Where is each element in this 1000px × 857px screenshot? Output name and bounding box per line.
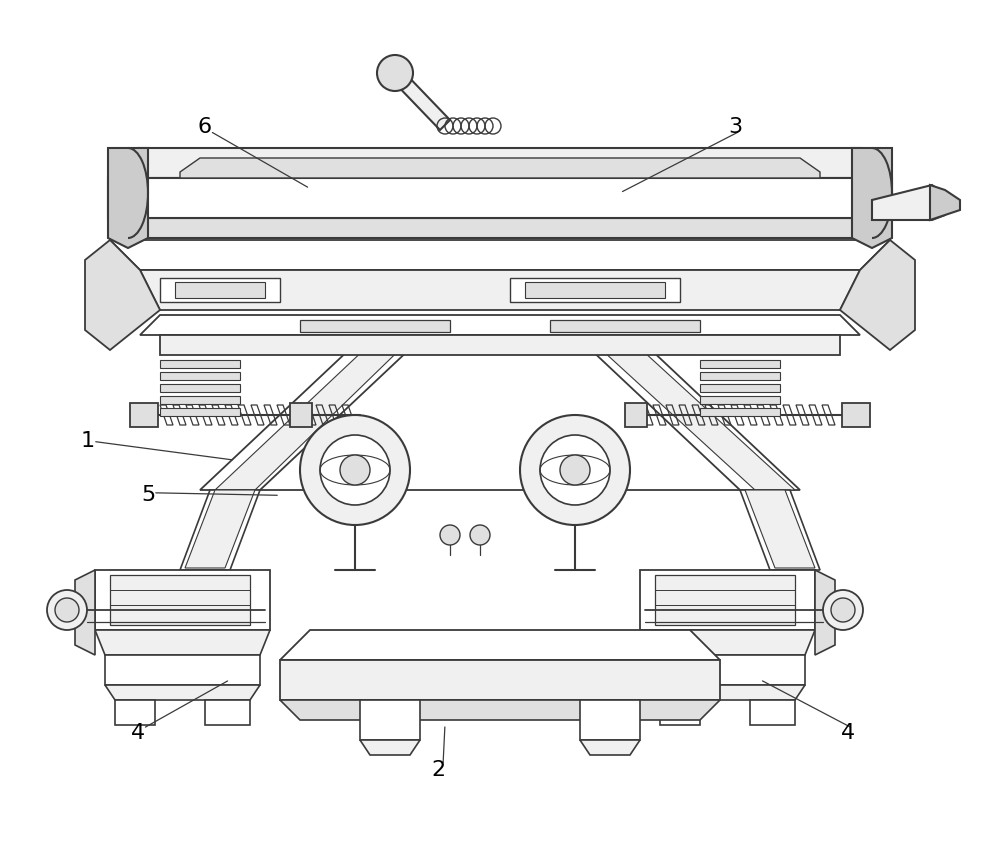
Polygon shape [95,630,270,655]
Polygon shape [280,630,720,660]
Polygon shape [108,218,892,238]
Polygon shape [580,330,795,490]
Polygon shape [85,240,160,350]
Polygon shape [815,570,835,655]
Polygon shape [570,330,800,490]
Polygon shape [115,700,155,725]
Bar [625,403,647,427]
Polygon shape [930,185,960,220]
Polygon shape [655,575,795,625]
Polygon shape [650,655,805,685]
Polygon shape [840,240,915,350]
Polygon shape [390,68,450,130]
Polygon shape [105,655,260,685]
Circle shape [377,55,413,91]
Polygon shape [750,700,795,725]
Bar [160,396,240,404]
Bar [700,360,780,368]
Text: 5: 5 [141,485,155,506]
Text: 2: 2 [431,759,445,780]
Polygon shape [215,330,420,490]
Circle shape [55,598,79,622]
Polygon shape [175,282,265,298]
Polygon shape [205,700,250,725]
Circle shape [540,435,610,505]
Polygon shape [360,700,420,740]
Bar [700,408,780,416]
Circle shape [300,415,410,525]
Bar [700,396,780,404]
Circle shape [340,455,370,485]
Polygon shape [580,700,640,740]
Polygon shape [160,335,840,355]
Polygon shape [360,740,420,755]
Polygon shape [140,270,860,310]
Text: 3: 3 [728,117,742,137]
Polygon shape [105,685,260,700]
Circle shape [440,525,460,545]
Polygon shape [580,740,640,755]
Circle shape [47,590,87,630]
Polygon shape [108,178,892,218]
Polygon shape [108,148,892,178]
Polygon shape [160,278,280,302]
Polygon shape [640,570,815,630]
Polygon shape [550,320,700,332]
Polygon shape [280,700,720,720]
Polygon shape [180,158,820,178]
Polygon shape [300,320,450,332]
Polygon shape [110,240,890,270]
Polygon shape [650,685,805,700]
Bar [842,403,870,427]
Polygon shape [185,490,255,568]
Polygon shape [280,660,720,700]
Polygon shape [140,315,860,335]
Polygon shape [110,575,250,625]
Polygon shape [510,278,680,302]
Bar [160,360,240,368]
Circle shape [823,590,863,630]
Bar [160,372,240,380]
Circle shape [470,525,490,545]
Text: 4: 4 [841,722,855,743]
Circle shape [831,598,855,622]
Bar [160,384,240,392]
Text: 6: 6 [198,117,212,137]
Bar [700,372,780,380]
Polygon shape [745,490,815,568]
Polygon shape [740,490,820,570]
Bar [290,403,312,427]
Polygon shape [108,148,148,248]
Bar [160,408,240,416]
Polygon shape [180,490,260,570]
Bar [130,403,158,427]
Bar [700,384,780,392]
Circle shape [320,435,390,505]
Polygon shape [525,282,665,298]
Circle shape [520,415,630,525]
Circle shape [560,455,590,485]
Polygon shape [852,148,892,248]
Polygon shape [200,330,430,490]
Text: 4: 4 [131,722,145,743]
Polygon shape [95,570,270,630]
Polygon shape [660,700,700,725]
Polygon shape [872,185,945,220]
Text: 1: 1 [81,431,95,452]
Polygon shape [640,630,815,655]
Polygon shape [75,570,95,655]
